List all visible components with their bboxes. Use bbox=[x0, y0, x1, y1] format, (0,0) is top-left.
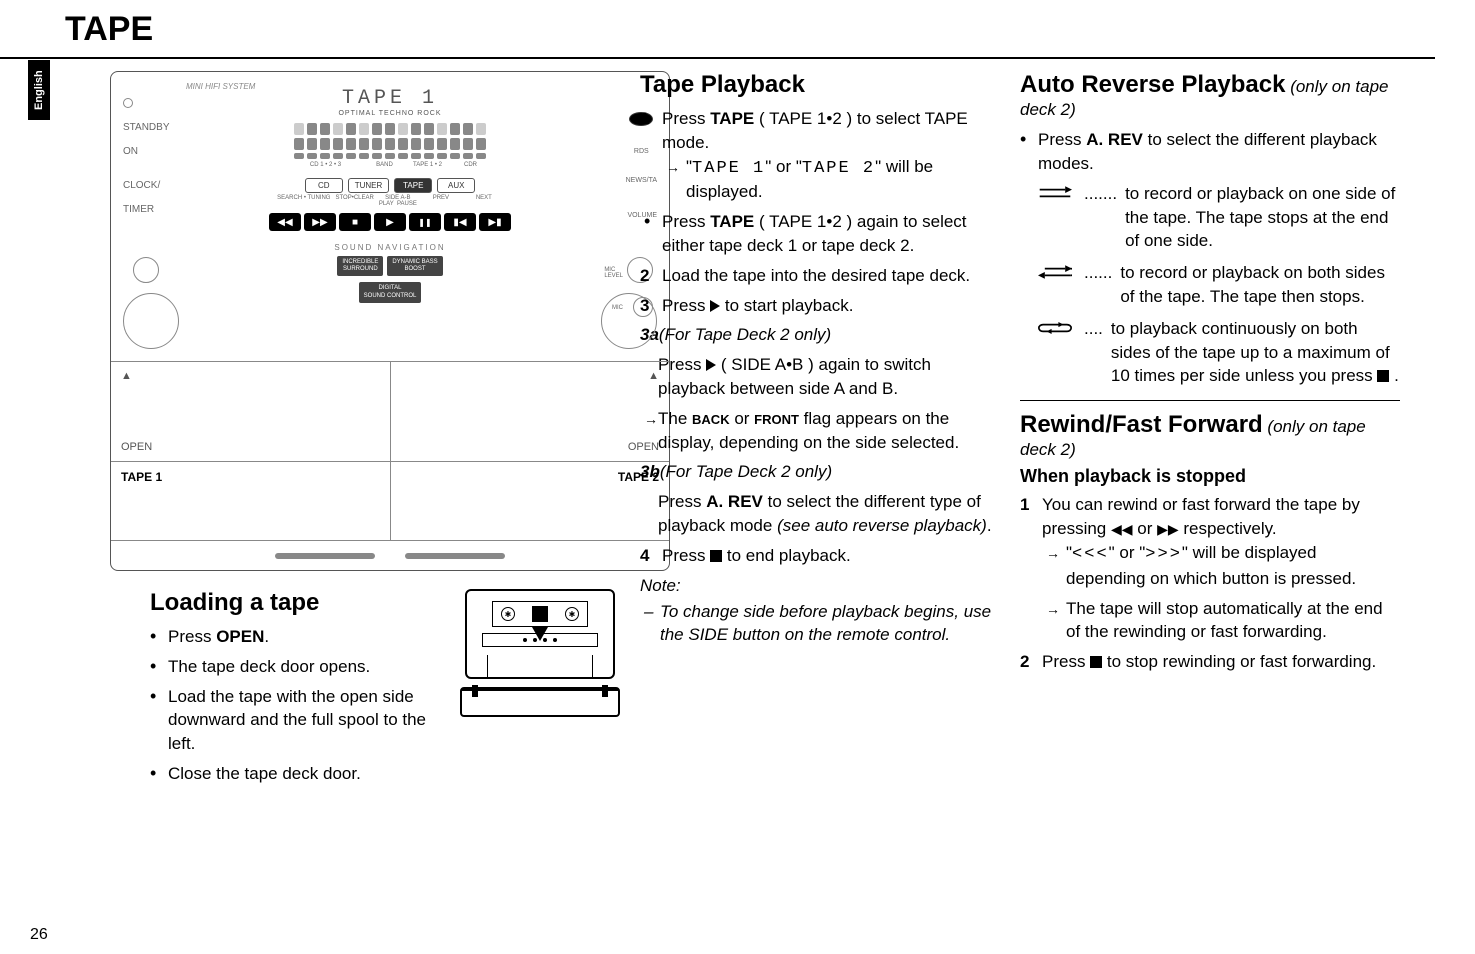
rewind-step-1-sub1: "<<<" or ">>>" will be displayed dependi… bbox=[1042, 541, 1400, 591]
rewind-step-1-sub2: The tape will stop automatically at the … bbox=[1042, 597, 1400, 645]
playback-title: Tape Playback bbox=[640, 71, 1000, 99]
playback-step-1: Press TAPE ( TAPE 1•2 ) to select TAPE m… bbox=[640, 107, 1000, 258]
playback-3b: 3b(For Tape Deck 2 only) bbox=[640, 460, 1000, 484]
autorev-mode-3: .... to playback continuously on both si… bbox=[1038, 317, 1400, 388]
playback-step-1-sub: "TAPE 1" or "TAPE 2" will be displayed. bbox=[662, 155, 1000, 205]
language-tab: English bbox=[28, 60, 50, 120]
rewind-step-2: Press to stop rewinding or fast forwardi… bbox=[1020, 650, 1400, 674]
display-subtitle: OPTIMAL TECHNO ROCK bbox=[186, 110, 594, 117]
loading-title: Loading a tape bbox=[150, 589, 430, 617]
playback-3a-sub: The BACK or FRONT flag appears on the di… bbox=[640, 407, 1000, 455]
tape-button: TAPE bbox=[394, 178, 432, 193]
playback-step-1b: Press TAPE ( TAPE 1•2 ) again to select … bbox=[644, 210, 1000, 258]
autorev-mode-2: ...... to record or playback on both sid… bbox=[1038, 261, 1400, 309]
note-header: Note: bbox=[640, 576, 1000, 596]
mic-label: MIC bbox=[612, 305, 623, 311]
tuner-button: TUNER bbox=[348, 178, 390, 193]
top-captions: CD 1 • 2 • 3 BAND TAPE 1 • 2 CDR bbox=[186, 162, 594, 168]
cd-button: CD bbox=[305, 178, 343, 193]
transport-buttons: ◀◀▶▶■▶❚❚▮◀▶▮ bbox=[186, 213, 594, 231]
loading-step-4: Close the tape deck door. bbox=[150, 762, 430, 786]
left-labels: STANDBY ON CLOCK/ TIMER bbox=[123, 92, 170, 222]
loading-step-2: The tape deck door opens. bbox=[150, 655, 430, 679]
loading-step-1: Press OPEN. bbox=[150, 625, 430, 649]
tape2-label: TAPE 2 bbox=[391, 462, 670, 540]
fastforward-icon: ▶▶ bbox=[1157, 520, 1179, 540]
loading-step-3: Load the tape with the open side downwar… bbox=[150, 685, 430, 756]
digital-sound-control: DIGITAL SOUND CONTROL bbox=[359, 282, 422, 302]
rewind-title: Rewind/Fast Forward (only on tape deck 2… bbox=[1020, 411, 1400, 460]
source-buttons: CD TUNER TAPE AUX bbox=[186, 178, 594, 193]
device-illustration: MINI HIFI SYSTEM TAPE 1 OPTIMAL TECHNO R… bbox=[110, 71, 670, 571]
stop-icon bbox=[1377, 370, 1389, 382]
tape1-label: TAPE 1 bbox=[111, 462, 391, 540]
stop-icon bbox=[1090, 656, 1102, 668]
src-captions: SEARCH • TUNING STOP•CLEAR SIDE A-B PLAY… bbox=[186, 195, 594, 207]
section-divider bbox=[1020, 400, 1400, 401]
playback-3b-text: Press A. REV to select the different typ… bbox=[640, 490, 1000, 538]
equalizer-display bbox=[186, 123, 594, 159]
cassette-illustration: ✱✱ bbox=[460, 589, 620, 717]
rewind-sub: When playback is stopped bbox=[1020, 466, 1400, 487]
autorev-mode-1: ....... to record or playback on one sid… bbox=[1038, 182, 1400, 253]
mode-both-sides-icon bbox=[1038, 261, 1076, 309]
page-title: TAPE bbox=[0, 10, 1435, 49]
mic-level-label: MICLEVEL bbox=[604, 267, 623, 279]
mode-continuous-icon bbox=[1038, 317, 1076, 388]
playback-step-3: Press to start playback. bbox=[640, 294, 1000, 318]
play-icon bbox=[706, 359, 716, 371]
play-icon bbox=[710, 300, 720, 312]
dynamic-bass-boost: DYNAMIC BASS BOOST bbox=[387, 256, 442, 276]
sound-nav-label: SOUND NAVIGATION bbox=[186, 243, 594, 252]
device-feet bbox=[111, 540, 669, 570]
autorev-title: Auto Reverse Playback (only on tape deck… bbox=[1020, 71, 1400, 120]
playback-3a: 3a(For Tape Deck 2 only) bbox=[640, 323, 1000, 347]
header-divider bbox=[0, 57, 1435, 59]
rewind-step-1: You can rewind or fast forward the tape … bbox=[1020, 493, 1400, 644]
aux-button: AUX bbox=[437, 178, 475, 193]
mode-one-side-icon bbox=[1038, 182, 1076, 253]
incredible-surround: INCREDIBLE SURROUND bbox=[337, 256, 383, 276]
note-1: To change side before playback begins, u… bbox=[640, 600, 1000, 648]
open-left-label: OPEN bbox=[121, 441, 380, 453]
open-right-label: OPEN bbox=[401, 441, 660, 453]
rec-button bbox=[133, 257, 159, 283]
left-knob bbox=[123, 293, 179, 349]
playback-step-2: Load the tape into the desired tape deck… bbox=[640, 264, 1000, 288]
sound-nav-boxes: INCREDIBLE SURROUND DYNAMIC BASS BOOST bbox=[186, 256, 594, 276]
rewind-icon: ◀◀ bbox=[1111, 520, 1133, 540]
autorev-intro: Press A. REV to select the different pla… bbox=[1020, 128, 1400, 176]
page-number: 26 bbox=[30, 926, 48, 944]
playback-step-4: 4 Press to end playback. bbox=[640, 544, 1000, 568]
playback-3a-text: Press ( SIDE A•B ) again to switch playb… bbox=[640, 353, 1000, 401]
stop-icon bbox=[710, 550, 722, 562]
